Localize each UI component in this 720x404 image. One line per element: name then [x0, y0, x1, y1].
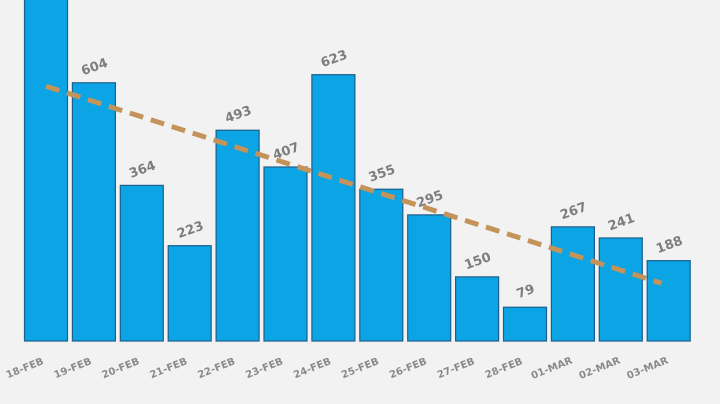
bar	[23, 0, 69, 342]
bar	[502, 306, 548, 342]
bar	[359, 188, 404, 342]
value-label: 267	[558, 200, 589, 223]
value-label: 150	[463, 250, 494, 273]
value-label: 407	[271, 140, 302, 163]
bar	[550, 226, 596, 342]
bar	[263, 166, 308, 342]
x-tick-label: 03-MAR	[626, 355, 671, 382]
x-tick-label: 18-FEB	[5, 356, 46, 381]
value-label: 223	[175, 219, 206, 242]
trend-line	[45, 83, 663, 286]
x-tick-label: 23-FEB	[244, 356, 285, 381]
x-tick-label: 20-FEB	[101, 356, 142, 381]
bar	[71, 82, 117, 342]
bar	[646, 260, 691, 342]
bar	[407, 214, 452, 342]
bar	[215, 129, 260, 342]
x-tick-label: 21-FEB	[148, 356, 189, 381]
x-tick-label: 24-FEB	[292, 356, 333, 381]
bar	[119, 184, 164, 342]
bar	[311, 74, 356, 342]
value-label: 364	[127, 158, 158, 181]
x-tick-label: 25-FEB	[340, 356, 381, 381]
x-tick-label: 01-MAR	[530, 355, 575, 382]
value-label: 623	[319, 48, 350, 71]
value-label: 241	[606, 211, 637, 234]
bar	[167, 245, 212, 342]
x-tick-label: 02-MAR	[578, 355, 623, 382]
x-tick-label: 19-FEB	[53, 356, 94, 381]
x-tick-label: 28-FEB	[484, 356, 525, 381]
bar	[598, 237, 643, 342]
x-tick-label: 27-FEB	[436, 356, 477, 381]
value-label: 79	[515, 282, 537, 302]
value-label: 188	[654, 234, 685, 257]
value-label: 604	[79, 56, 110, 79]
bar	[455, 276, 500, 342]
value-label: 493	[223, 103, 254, 126]
x-tick-label: 26-FEB	[388, 356, 429, 381]
value-label: 355	[367, 162, 398, 185]
x-tick-label: 22-FEB	[196, 356, 237, 381]
